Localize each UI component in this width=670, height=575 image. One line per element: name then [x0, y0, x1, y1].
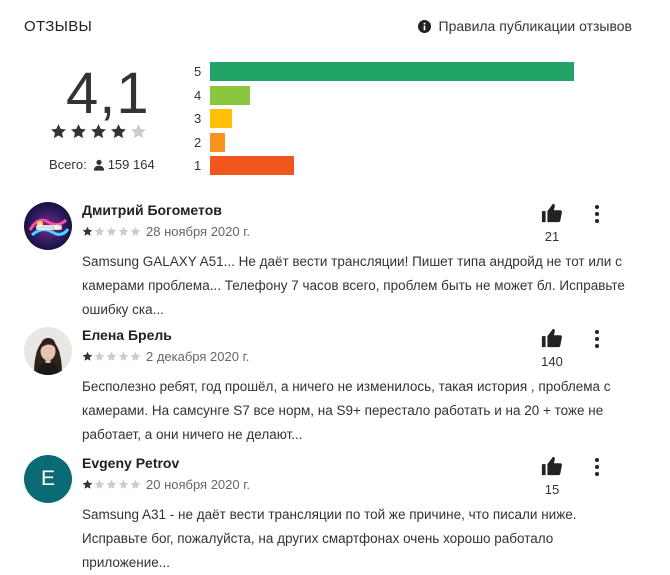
like-group: 21 — [538, 202, 566, 244]
review-text: Бесполезно ребят, год прошёл, а ничего н… — [82, 379, 611, 442]
thumb-up-icon[interactable] — [541, 327, 563, 349]
histogram-row: 5 — [194, 60, 574, 84]
thumb-up-icon[interactable] — [541, 455, 563, 477]
like-count: 15 — [544, 482, 560, 497]
review-text: Samsung GALAXY A51... Не даёт вести тран… — [82, 254, 625, 317]
star-empty-icon — [118, 351, 129, 362]
review-rating: 20 ноября 2020 г. — [82, 477, 250, 492]
thumb-up-icon[interactable] — [541, 202, 563, 224]
histogram-label: 3 — [194, 111, 202, 127]
star-filled-icon — [82, 226, 93, 237]
reviews-header: ОТЗЫВЫ Правила публикации отзывов — [24, 18, 633, 40]
histogram-row: 4 — [194, 84, 574, 108]
more-options-icon[interactable] — [592, 457, 602, 477]
average-rating: 4,1 — [66, 61, 150, 126]
total-ratings: Всего: 159 164 — [49, 157, 155, 172]
star-empty-icon — [106, 479, 117, 490]
histogram-label: 1 — [194, 158, 202, 174]
histogram-label: 4 — [194, 87, 202, 103]
like-group: 15 — [538, 455, 566, 497]
star-empty-icon — [106, 226, 117, 237]
review-rating: 2 декабря 2020 г. — [82, 349, 249, 364]
review-author: Дмитрий Богометов — [82, 202, 222, 218]
star-empty-icon — [118, 226, 129, 237]
avatar[interactable] — [24, 327, 72, 375]
avatar[interactable] — [24, 202, 72, 250]
total-count: 159 164 — [107, 157, 155, 172]
star-filled-icon — [70, 123, 87, 140]
review-stars — [82, 479, 142, 490]
histogram-label: 5 — [194, 64, 202, 80]
average-stars — [50, 123, 147, 140]
star-empty-icon — [130, 351, 141, 362]
like-count: 21 — [544, 229, 560, 244]
star-filled-icon — [110, 123, 127, 140]
star-empty-icon — [94, 226, 105, 237]
rating-histogram: 5 4 3 2 1 — [194, 60, 574, 178]
histogram-row: 1 — [194, 154, 574, 178]
histogram-label: 2 — [194, 134, 202, 150]
star-empty-icon — [130, 226, 141, 237]
review-text: Samsung A31 - не даёт вести трансляции п… — [82, 507, 577, 570]
review-stars — [82, 226, 142, 237]
star-empty-icon — [94, 479, 105, 490]
histogram-row: 2 — [194, 131, 574, 155]
star-empty-icon — [118, 479, 129, 490]
info-icon — [417, 19, 431, 33]
policy-link-label: Правила публикации отзывов — [438, 18, 633, 34]
histogram-bar — [210, 85, 250, 105]
review-date: 2 декабря 2020 г. — [146, 349, 250, 364]
more-options-icon[interactable] — [592, 204, 602, 224]
review-author: Evgeny Petrov — [82, 455, 180, 471]
star-filled-icon — [50, 123, 67, 140]
total-label: Всего: — [49, 157, 87, 172]
star-filled-icon — [82, 479, 93, 490]
review-author: Елена Брель — [82, 327, 172, 343]
histogram-bar — [210, 132, 225, 152]
person-icon — [93, 159, 105, 171]
star-empty-icon — [106, 351, 117, 362]
policy-link[interactable]: Правила публикации отзывов — [417, 18, 633, 34]
histogram-bar — [210, 156, 294, 176]
review-stars — [82, 351, 142, 362]
star-filled-icon — [90, 123, 107, 140]
star-empty-icon — [130, 123, 147, 140]
more-options-icon[interactable] — [592, 329, 602, 349]
star-empty-icon — [94, 351, 105, 362]
review-rating: 28 ноября 2020 г. — [82, 224, 250, 239]
avatar[interactable]: E — [24, 455, 72, 503]
star-empty-icon — [130, 479, 141, 490]
histogram-bar — [210, 62, 574, 82]
review-date: 20 ноября 2020 г. — [146, 477, 250, 492]
review-date: 28 ноября 2020 г. — [146, 224, 250, 239]
histogram-bar — [210, 109, 232, 129]
like-group: 140 — [538, 327, 566, 369]
star-filled-icon — [82, 351, 93, 362]
section-title: ОТЗЫВЫ — [24, 18, 93, 35]
like-count: 140 — [541, 354, 563, 369]
histogram-row: 3 — [194, 107, 574, 131]
avatar-letter: E — [40, 467, 55, 490]
